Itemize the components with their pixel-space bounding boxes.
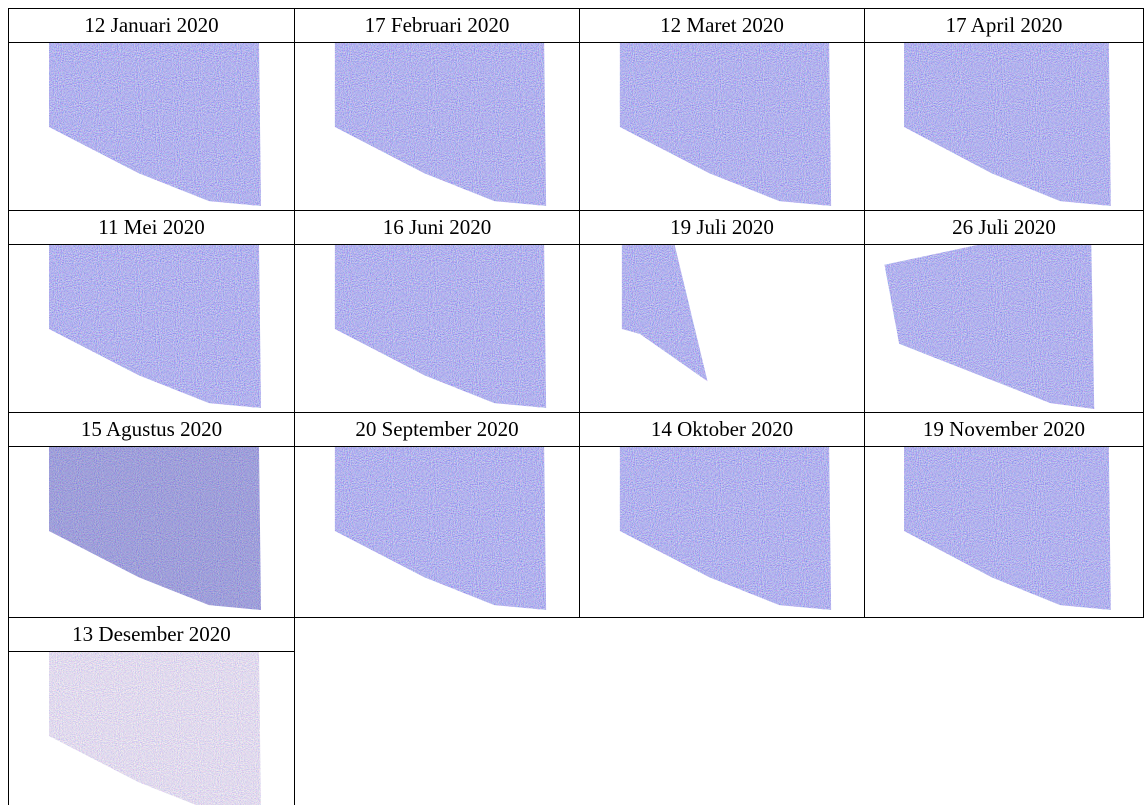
image-area (335, 245, 546, 408)
satellite-image (9, 245, 294, 411)
caption: 19 Juli 2020 (580, 211, 864, 245)
table-cell: 16 Juni 2020 (294, 210, 580, 413)
image-area (335, 447, 546, 610)
table-cell: 20 September 2020 (294, 412, 580, 618)
satellite-image (9, 447, 294, 613)
table-cell: 14 Oktober 2020 (579, 412, 865, 618)
caption: 17 Februari 2020 (295, 9, 579, 43)
caption: 20 September 2020 (295, 413, 579, 447)
satellite-image (295, 245, 579, 411)
image-area (49, 245, 261, 408)
satellite-image (865, 447, 1143, 613)
table-cell: 19 November 2020 (864, 412, 1144, 618)
image-area (49, 652, 261, 805)
satellite-image (9, 652, 294, 805)
satellite-image (295, 43, 579, 209)
caption: 26 Juli 2020 (865, 211, 1143, 245)
caption: 19 November 2020 (865, 413, 1143, 447)
table-cell: 15 Agustus 2020 (8, 412, 295, 618)
caption: 13 Desember 2020 (9, 618, 294, 652)
table-cell: 11 Mei 2020 (8, 210, 295, 413)
satellite-image (9, 43, 294, 209)
caption: 17 April 2020 (865, 9, 1143, 43)
caption: 14 Oktober 2020 (580, 413, 864, 447)
satellite-image (580, 43, 864, 209)
caption: 15 Agustus 2020 (9, 413, 294, 447)
table-cell: 26 Juli 2020 (864, 210, 1144, 413)
caption: 12 Maret 2020 (580, 9, 864, 43)
image-area (904, 447, 1111, 610)
caption: 12 Januari 2020 (9, 9, 294, 43)
satellite-image (865, 43, 1143, 209)
caption: 16 Juni 2020 (295, 211, 579, 245)
image-area (335, 43, 546, 206)
satellite-image (580, 447, 864, 613)
image-area (885, 245, 1095, 409)
image-area (620, 43, 831, 206)
caption: 11 Mei 2020 (9, 211, 294, 245)
satellite-image (295, 447, 579, 613)
table-cell: 17 Februari 2020 (294, 8, 580, 211)
image-area (49, 43, 261, 206)
table-cell: 12 Januari 2020 (8, 8, 295, 211)
image-area (620, 447, 831, 610)
table-cell: 12 Maret 2020 (579, 8, 865, 211)
table-cell: 17 April 2020 (864, 8, 1144, 211)
table-cell: 19 Juli 2020 (579, 210, 865, 413)
image-area (622, 245, 708, 381)
satellite-image (865, 245, 1143, 411)
image-area (904, 43, 1111, 206)
page: 12 Januari 202017 Februari 202012 Maret … (0, 0, 1145, 805)
satellite-image (580, 245, 864, 411)
image-area (49, 447, 261, 610)
table-cell: 13 Desember 2020 (8, 617, 295, 805)
